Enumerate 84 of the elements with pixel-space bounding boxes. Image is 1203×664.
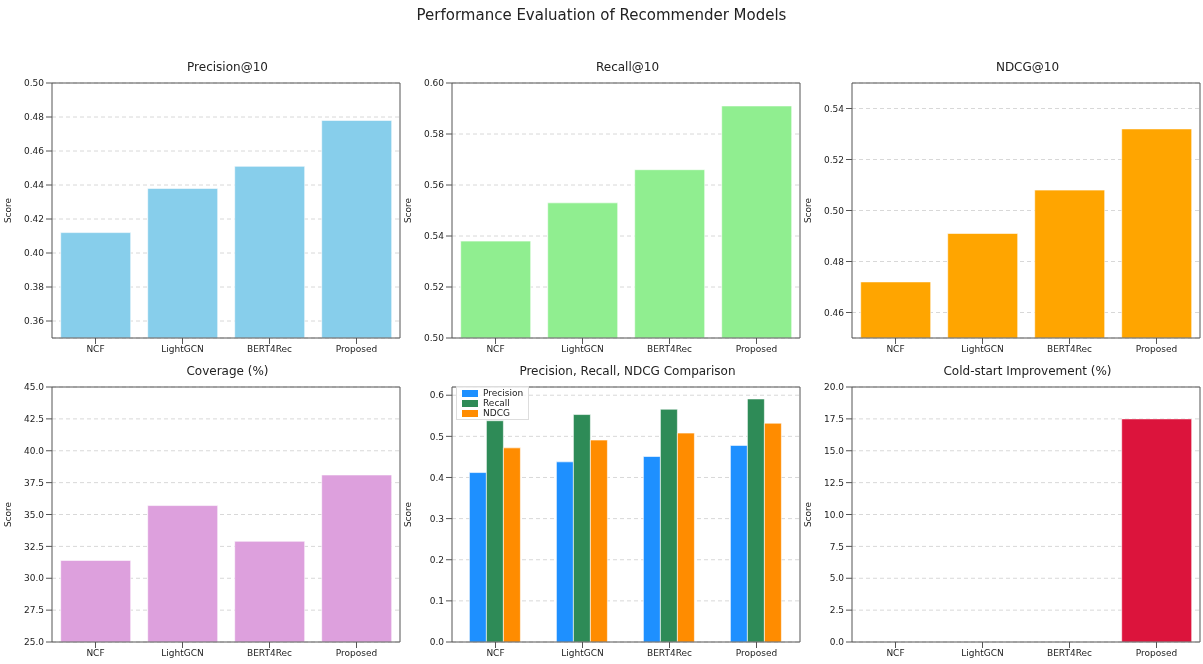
y-tick-label: 45.0 [23, 382, 45, 393]
x-tick-label: BERT4Rec [246, 344, 293, 355]
x-tick-label: LightGCN [161, 648, 204, 659]
chart-title: Cold-start Improvement (%) [942, 364, 1113, 380]
y-tick-label: 0.40 [23, 248, 45, 259]
y-tick-label: 0.0 [429, 637, 445, 648]
y-tick-label: 0.4 [429, 472, 445, 483]
x-tick-label: LightGCN [961, 344, 1004, 355]
y-tick-label: 42.5 [23, 414, 44, 425]
x-tick-label: NCF [486, 344, 505, 355]
y-axis-title: Score [3, 197, 14, 224]
y-tick-label: 0.48 [23, 112, 45, 123]
x-tick-label: Proposed [335, 648, 378, 659]
x-tick-label: LightGCN [561, 344, 604, 355]
y-axis-title: Score [3, 501, 14, 528]
x-tick-label: Proposed [335, 344, 378, 355]
y-tick-label: 0.48 [823, 256, 845, 267]
y-tick-label: 0.46 [23, 146, 45, 157]
x-tick-label: BERT4Rec [646, 648, 693, 659]
y-tick-label: 0.52 [423, 282, 444, 293]
y-tick-label: 0.60 [423, 78, 445, 89]
y-tick-label: 0.36 [23, 316, 45, 327]
x-tick-label: Proposed [735, 648, 778, 659]
x-tick-label: BERT4Rec [246, 648, 293, 659]
y-tick-label: 0.50 [823, 205, 845, 216]
y-tick-label: 0.2 [429, 554, 444, 565]
y-tick-label: 32.5 [23, 541, 44, 552]
y-tick-label: 0.6 [429, 390, 445, 401]
y-tick-label: 0.54 [823, 103, 845, 114]
y-tick-label: 0.50 [23, 78, 45, 89]
y-tick-label: 0.38 [23, 282, 45, 293]
y-tick-label: 0.56 [423, 180, 445, 191]
y-tick-label: 17.5 [823, 414, 844, 425]
chart-title: Coverage (%) [185, 364, 270, 380]
x-tick-label: LightGCN [961, 648, 1004, 659]
y-tick-label: 27.5 [23, 605, 44, 616]
y-tick-label: 0.42 [23, 214, 44, 225]
text: Performance Evaluation of Recommender Models [415, 6, 788, 24]
legend-label: NDCG [483, 408, 510, 418]
y-tick-label: 0.44 [23, 180, 45, 191]
y-tick-label: 30.0 [23, 573, 45, 584]
x-tick-label: NCF [886, 648, 905, 659]
x-tick-label: Proposed [1135, 344, 1178, 355]
y-tick-label: 0.52 [823, 154, 844, 165]
y-tick-label: 0.54 [423, 231, 445, 242]
y-tick-label: 0.3 [429, 513, 444, 524]
y-tick-label: 10.0 [823, 509, 845, 520]
y-tick-label: 15.0 [823, 445, 845, 456]
y-axis-title: Score [803, 197, 814, 224]
x-tick-label: BERT4Rec [1046, 344, 1093, 355]
x-tick-label: NCF [86, 648, 105, 659]
y-tick-label: 37.5 [23, 477, 44, 488]
x-tick-label: LightGCN [161, 344, 204, 355]
legend-label: Precision [483, 388, 524, 398]
y-axis-title: Score [803, 501, 814, 528]
x-tick-label: BERT4Rec [646, 344, 693, 355]
y-tick-label: 0.1 [429, 596, 444, 607]
chart-title: Precision, Recall, NDCG Comparison [518, 364, 737, 380]
y-tick-label: 20.0 [823, 382, 845, 393]
x-tick-label: LightGCN [561, 648, 604, 659]
y-tick-label: 0.50 [423, 333, 445, 344]
y-tick-label: 0.46 [823, 307, 845, 318]
y-tick-label: 25.0 [23, 637, 45, 648]
chart-title: Precision@10 [186, 60, 269, 76]
chart-title: NDCG@10 [994, 60, 1061, 76]
y-tick-label: 12.5 [823, 477, 844, 488]
x-tick-label: NCF [486, 648, 505, 659]
y-tick-label: 35.0 [23, 509, 45, 520]
x-tick-label: NCF [86, 344, 105, 355]
x-tick-label: Proposed [1135, 648, 1178, 659]
y-tick-label: 0.58 [423, 129, 445, 140]
y-axis-title: Score [403, 197, 414, 224]
y-tick-label: 0.5 [429, 431, 444, 442]
x-tick-label: BERT4Rec [1046, 648, 1093, 659]
y-tick-label: 7.5 [829, 541, 844, 552]
chart-title: Recall@10 [594, 60, 661, 76]
y-tick-label: 5.0 [829, 573, 845, 584]
x-tick-label: NCF [886, 344, 905, 355]
y-tick-label: 2.5 [829, 605, 844, 616]
x-tick-label: Proposed [735, 344, 778, 355]
y-tick-label: 40.0 [23, 445, 45, 456]
legend-label: Recall [483, 398, 510, 408]
y-tick-label: 0.0 [829, 637, 845, 648]
y-axis-title: Score [403, 501, 414, 528]
